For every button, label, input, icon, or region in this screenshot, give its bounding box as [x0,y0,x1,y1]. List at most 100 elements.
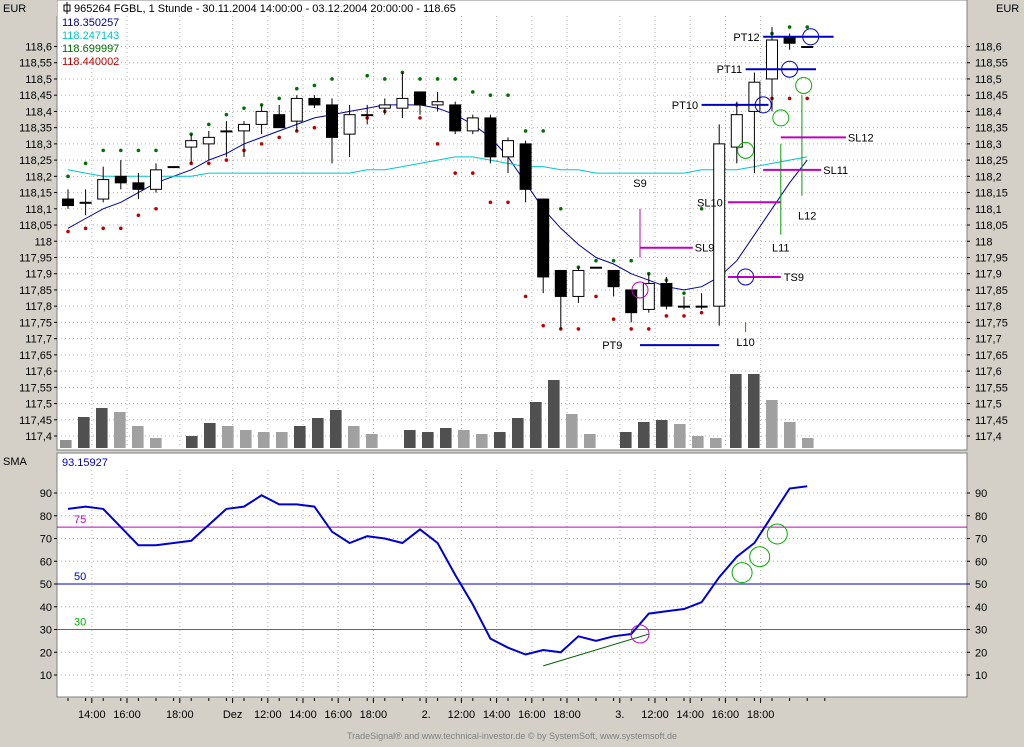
s9-label: S9 [633,178,646,190]
lower-stop-dot [805,96,809,101]
upper-stop-dot [594,258,598,263]
price-tick-label: 117,65 [975,350,1008,362]
price-tick-label: 118,1 [975,204,1002,216]
lower-stop-dot [664,314,669,318]
price-tick-label: 117,4 [25,431,52,443]
candle-body [466,117,479,132]
lower-stop-dot [101,226,105,231]
price-tick-label: 118,5 [25,74,52,86]
sma-level-label: 75 [74,514,86,526]
candle-body [255,110,268,125]
price-tick-label: 117,55 [975,382,1008,394]
volume-bar [566,414,578,448]
candle-body [185,140,198,148]
time-tick-label: 16:00 [712,709,740,721]
time-tick-label: 12:00 [641,709,669,721]
time-tick-label: 18:00 [360,709,388,721]
volume-bar [710,438,722,448]
candle-body [537,198,550,278]
candle-body [554,269,567,297]
l11-label: L11 [772,243,790,255]
candle-body [590,266,602,269]
time-tick-label: 12:00 [254,709,282,721]
lower-stop-dot [699,310,704,315]
volume-bar [222,426,234,448]
sma-tick-label: 50 [975,579,987,591]
candle-body [132,182,145,190]
price-tick-label: 117,5 [975,399,1002,411]
sma-axis-right: 10 20 30 40 50 60 70 80 90 [967,488,987,682]
sma-tick-label: 80 [975,511,987,523]
price-axis-right: 118,6 118,55 118,5 118,45 118,4 118,35 118,3 11… [967,42,1008,443]
time-tick-label: 2. [422,709,431,721]
sma-tick-label: 20 [40,647,52,659]
sma-value: 93.15927 [62,457,108,469]
volume-bar [692,436,704,448]
price-tick-label: 118,35 [19,123,52,135]
candle-body [642,282,655,310]
lower-stop-dot [83,226,88,231]
candle-body [290,97,303,122]
sma-tick-label: 10 [975,670,987,682]
upper-stop-dot [506,93,510,97]
trade-annotations: S9 SL9 PT9 TS9 L10 SL10 PT10 L11 SL11 PT11 L12 SL12… [602,28,874,352]
volume-bar [638,422,650,448]
upper-stop-dot [523,129,528,133]
sma-tick-label: 40 [975,602,987,614]
volume-bar [240,430,252,448]
price-tick-label: 117,6 [975,366,1002,378]
upper-stop-dot [119,148,123,153]
time-tick-label: 14:00 [483,709,511,721]
price-tick-label: 117,65 [19,350,52,362]
sma-tick-label: 30 [975,625,987,637]
lower-stop-dot [541,323,545,328]
pt11-label: PT11 [717,64,742,76]
price-tick-label: 118,2 [25,171,52,183]
candle-body [625,289,638,314]
volume-bar [512,418,524,448]
candle-body [607,269,620,288]
target-ring-pt11 [781,60,799,78]
price-tick-label: 117,75 [975,317,1008,329]
lower-stop-dot [207,161,211,166]
candle-body [748,81,761,112]
candle-body [167,166,180,169]
price-tick-label: 117,7 [25,334,52,346]
sma-line [67,485,808,667]
time-axis: 14:00 16:00 18:00 Dez 12:00 14:00 16:00 18:00 2.… [57,698,967,728]
l12-label: L12 [798,210,816,222]
time-tick-label: 18:00 [553,709,581,721]
sma-tick-label: 60 [40,556,52,568]
upper-stop-dot [629,258,633,263]
price-tick-label: 117,45 [19,415,52,427]
sma-tick-label: 70 [975,534,987,546]
volume-bar [476,434,488,448]
upper-stop-dot [787,25,792,29]
lower-stop-dot [259,142,264,146]
price-tick-label: 117,95 [19,252,52,264]
lower-stop-dot [611,317,616,321]
volume-bars [60,374,814,448]
candle-body [572,269,585,297]
lower-stop-dot [471,171,475,175]
price-tick-label: 117,5 [25,399,52,411]
sma-plot-area[interactable] [56,452,968,698]
upper-stop-dot [154,148,158,153]
upper-stop-dot [453,77,458,81]
upper-stop-dot [224,112,229,117]
time-tick-label: 14:00 [78,709,106,721]
price-tick-label: 118,25 [19,155,52,167]
chart-title: 965264 FGBL, 1 Stunde - 30.11.2004 14:00… [74,3,456,15]
target-ring-pt12 [802,28,820,46]
candle-body [502,140,514,158]
sl9-label: SL9 [695,243,715,255]
upper-stop-dot [83,161,88,166]
volume-bar [348,426,360,448]
candle-body [431,101,444,106]
sma-ring-short [630,624,650,644]
price-tick-label: 118,15 [19,188,52,200]
candlesticks [62,27,814,329]
currency-right: EUR [996,3,1019,15]
price-plot-area[interactable] [56,0,968,451]
time-tick-label: 18:00 [747,709,775,721]
